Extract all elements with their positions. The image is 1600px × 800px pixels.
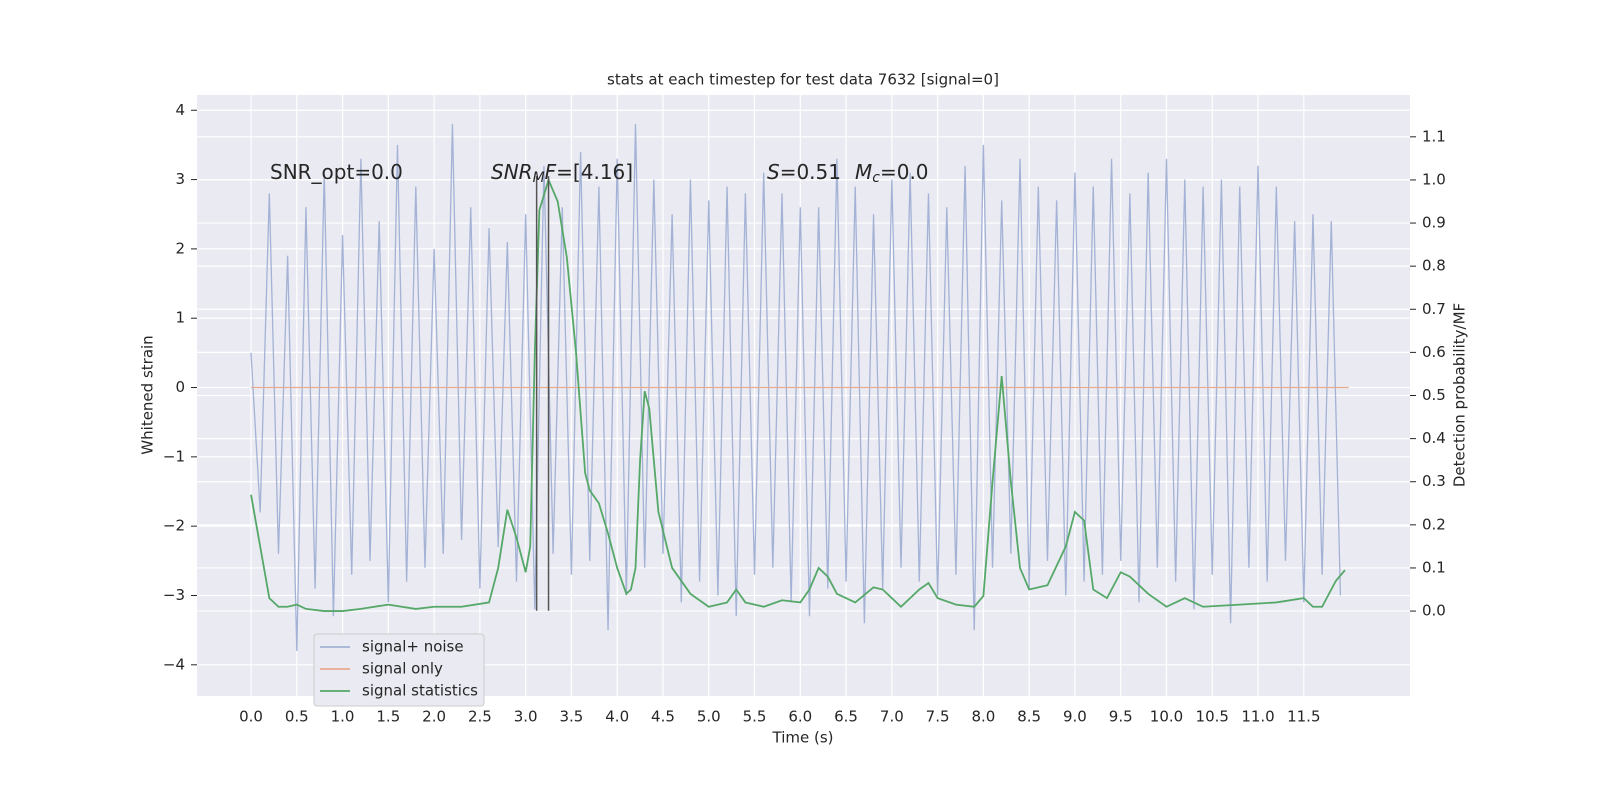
x-tick-label: 10.5 bbox=[1196, 708, 1229, 726]
x-tick-label: 7.0 bbox=[880, 708, 904, 726]
x-tick-label: 6.0 bbox=[788, 708, 812, 726]
y2-tick-label: 0.9 bbox=[1422, 214, 1446, 232]
y2-tick-label: 1.0 bbox=[1422, 170, 1446, 188]
annotation-part: SNR bbox=[491, 160, 533, 184]
y2-tick-label: 1.1 bbox=[1422, 127, 1446, 145]
x-tick-label: 4.5 bbox=[651, 708, 675, 726]
x-tick-label: 6.5 bbox=[834, 708, 858, 726]
x-tick-label: 11.0 bbox=[1241, 708, 1274, 726]
x-tick-label: 10.0 bbox=[1150, 708, 1183, 726]
y2-tick-label: 0.4 bbox=[1422, 429, 1446, 447]
legend-label: signal only bbox=[362, 660, 443, 678]
series-line bbox=[250, 124, 1342, 651]
y2-axis-label: Detection probability/MF bbox=[1451, 303, 1469, 487]
x-tick-label: 8.5 bbox=[1017, 708, 1041, 726]
y2-tick-label: 0.1 bbox=[1422, 558, 1446, 576]
annotation-part: =0.0 bbox=[880, 160, 929, 184]
legend-frame bbox=[313, 633, 485, 707]
x-axis-label: Time (s) bbox=[772, 729, 834, 747]
y2-tick-label: 0.6 bbox=[1422, 343, 1446, 361]
annotation-part: M bbox=[533, 170, 545, 186]
legend-label: signal statistics bbox=[362, 682, 478, 700]
y2-tick-label: 0.0 bbox=[1422, 602, 1446, 620]
y2-tick-label: 0.2 bbox=[1422, 515, 1446, 533]
x-tick-label: 5.0 bbox=[697, 708, 721, 726]
x-tick-label: 0.0 bbox=[239, 708, 263, 726]
chart-title: stats at each timestep for test data 763… bbox=[607, 71, 999, 89]
x-tick-label: 8.0 bbox=[971, 708, 995, 726]
labels: 0.0 0.5 1.0 1.5 2.0 2.5 3.0 3.5 4.0 4.5 5.0 5.5 6.0 6… bbox=[163, 101, 1446, 726]
x-tick-label: 9.0 bbox=[1063, 708, 1087, 726]
legend: signal+ noise signal only signal statistic… bbox=[313, 633, 485, 707]
legend-label: signal+ noise bbox=[362, 638, 464, 656]
y-tick-label: 1 bbox=[175, 309, 185, 327]
annotation-part: M bbox=[855, 160, 872, 184]
x-tick-label: 11.5 bbox=[1287, 708, 1320, 726]
y2-tick-label: 0.7 bbox=[1422, 300, 1446, 318]
y2-tick-label: 0.8 bbox=[1422, 257, 1446, 275]
x-tick-label: 1.5 bbox=[376, 708, 400, 726]
y-tick-label: 0 bbox=[175, 378, 185, 396]
annotation: SNRMF=[4.16] bbox=[491, 160, 633, 187]
y-tick-label: −1 bbox=[163, 447, 185, 465]
y-tick-label: 3 bbox=[175, 170, 185, 188]
y-tick-label: 4 bbox=[175, 101, 185, 119]
x-tick-label: 9.5 bbox=[1109, 708, 1133, 726]
x-tick-label: 2.0 bbox=[422, 708, 446, 726]
annotation-part: =0.51 bbox=[780, 160, 841, 184]
x-tick-label: 3.5 bbox=[559, 708, 583, 726]
x-tick-label: 5.5 bbox=[743, 708, 767, 726]
annotation-part: S bbox=[767, 160, 780, 184]
y2-tick-label: 0.5 bbox=[1422, 386, 1446, 404]
x-tick-label: 0.5 bbox=[285, 708, 309, 726]
y2-tick-label: 0.3 bbox=[1422, 472, 1446, 490]
annotation-part: F bbox=[545, 160, 557, 184]
annotation-part: SNR_opt=0.0 bbox=[270, 160, 403, 184]
y-axis-label: Whitened strain bbox=[139, 335, 157, 454]
marks bbox=[250, 124, 1349, 651]
grid bbox=[197, 95, 1410, 696]
x-tick-label: 3.0 bbox=[514, 708, 538, 726]
series-line bbox=[250, 177, 1346, 612]
annotation-part: c bbox=[872, 170, 880, 186]
y-tick-label: −3 bbox=[163, 586, 185, 604]
x-tick-label: 2.5 bbox=[468, 708, 492, 726]
x-tick-label: 4.0 bbox=[605, 708, 629, 726]
y-tick-label: −2 bbox=[163, 517, 185, 535]
annotation: S=0.51 Mc=0.0 bbox=[767, 160, 929, 187]
x-tick-label: 1.0 bbox=[331, 708, 355, 726]
y-tick-label: −4 bbox=[163, 655, 185, 673]
annotation-part: =[4.16] bbox=[556, 160, 633, 184]
y-tick-label: 2 bbox=[175, 239, 185, 257]
x-tick-label: 7.5 bbox=[926, 708, 950, 726]
annotation: SNR_opt=0.0 bbox=[270, 160, 403, 184]
